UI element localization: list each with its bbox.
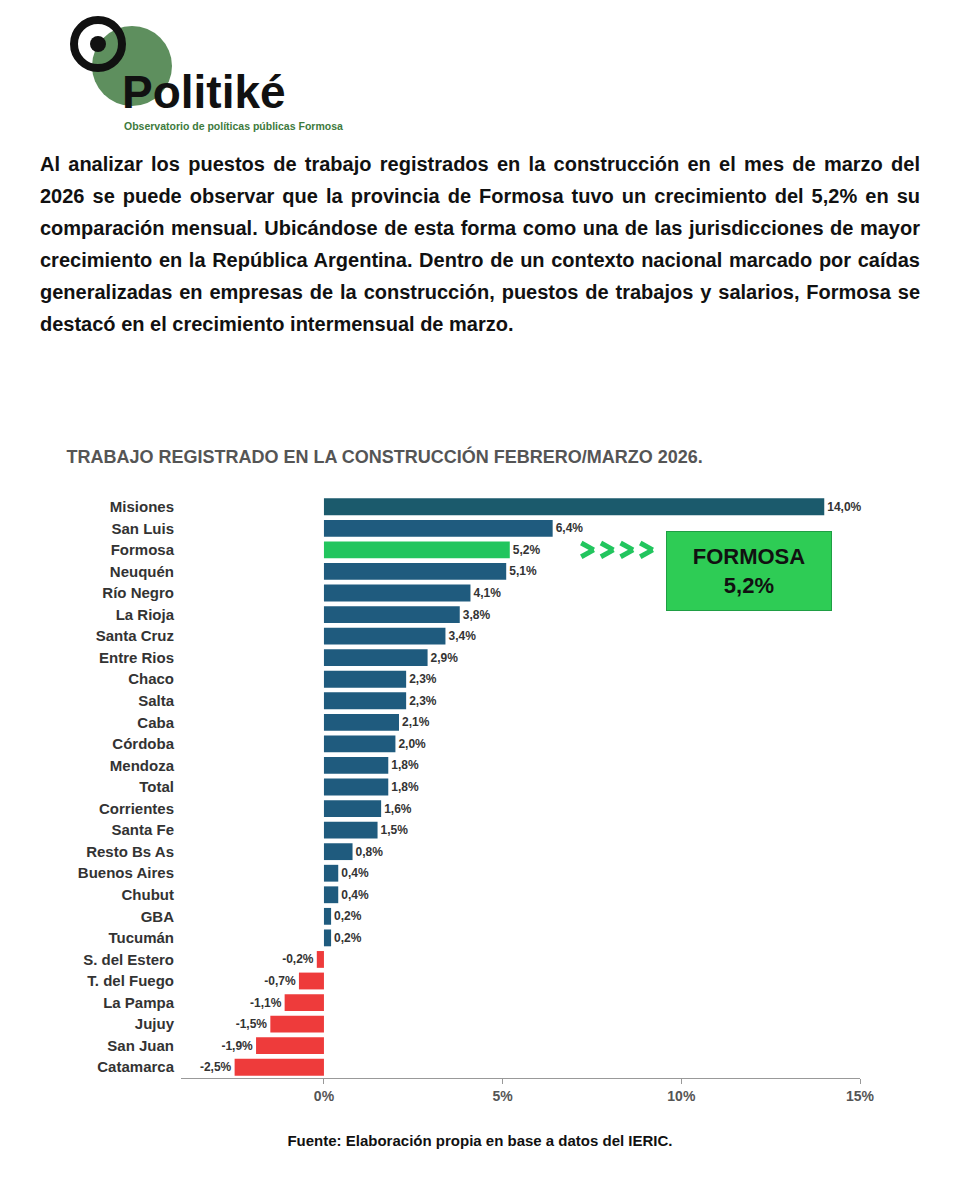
- svg-text:T. del Fuego: T. del Fuego: [87, 972, 174, 989]
- svg-text:TRABAJO REGISTRADO EN LA CONST: TRABAJO REGISTRADO EN LA CONSTRUCCIÓN FE…: [66, 446, 702, 467]
- svg-text:2,3%: 2,3%: [409, 694, 437, 708]
- svg-text:Formosa: Formosa: [111, 541, 175, 558]
- svg-text:14,0%: 14,0%: [827, 500, 861, 514]
- svg-text:3,8%: 3,8%: [463, 608, 491, 622]
- svg-text:Resto Bs As: Resto Bs As: [86, 843, 174, 860]
- svg-text:Mendoza: Mendoza: [110, 757, 175, 774]
- svg-text:0,8%: 0,8%: [356, 845, 384, 859]
- svg-text:San Luis: San Luis: [111, 520, 174, 537]
- svg-text:0,2%: 0,2%: [334, 931, 362, 945]
- svg-text:15%: 15%: [846, 1088, 875, 1104]
- svg-text:-1,5%: -1,5%: [236, 1017, 268, 1031]
- svg-text:1,6%: 1,6%: [384, 802, 412, 816]
- svg-text:Entre Rios: Entre Rios: [99, 649, 174, 666]
- svg-text:2,9%: 2,9%: [431, 651, 459, 665]
- svg-text:Jujuy: Jujuy: [135, 1015, 175, 1032]
- svg-text:-2,5%: -2,5%: [200, 1060, 232, 1074]
- svg-text:Misiones: Misiones: [110, 498, 174, 515]
- svg-text:San Juan: San Juan: [107, 1037, 174, 1054]
- svg-text:Catamarca: Catamarca: [97, 1058, 174, 1075]
- svg-text:0%: 0%: [314, 1088, 335, 1104]
- svg-text:3,4%: 3,4%: [448, 629, 476, 643]
- svg-text:Chaco: Chaco: [128, 670, 174, 687]
- svg-text:4,1%: 4,1%: [473, 586, 501, 600]
- html-text:Al analizar los puestos de tra: Al analizar los puestos de trabajo regis…: [40, 153, 920, 335]
- svg-text:2,1%: 2,1%: [402, 715, 430, 729]
- svg-text:Neuquén: Neuquén: [110, 563, 174, 580]
- svg-text:-1,1%: -1,1%: [250, 996, 282, 1010]
- svg-text:2,3%: 2,3%: [409, 672, 437, 686]
- svg-text:Total: Total: [139, 778, 174, 795]
- svg-text:6,4%: 6,4%: [556, 521, 584, 535]
- svg-text:-0,2%: -0,2%: [282, 952, 314, 966]
- svg-text:Corrientes: Corrientes: [99, 800, 174, 817]
- html-text:Fuente: Elaboración propia en: Fuente: Elaboración propia en base a dat…: [287, 1132, 673, 1149]
- svg-text:1,8%: 1,8%: [391, 780, 419, 794]
- svg-text:Río Negro: Río Negro: [102, 584, 174, 601]
- svg-text:1,5%: 1,5%: [381, 823, 409, 837]
- svg-text:GBA: GBA: [141, 908, 175, 925]
- svg-text:Buenos Aires: Buenos Aires: [78, 864, 174, 881]
- svg-text:2,0%: 2,0%: [398, 737, 426, 751]
- svg-text:-0,7%: -0,7%: [264, 974, 296, 988]
- svg-text:Santa Fe: Santa Fe: [111, 821, 174, 838]
- svg-text:Chubut: Chubut: [122, 886, 174, 903]
- svg-text:S. del Estero: S. del Estero: [83, 951, 174, 968]
- svg-text:5,2%: 5,2%: [513, 543, 541, 557]
- svg-text:Observatorio de políticas públ: Observatorio de políticas públicas Formo…: [124, 120, 343, 132]
- svg-text:Salta: Salta: [138, 692, 175, 709]
- svg-text:0,4%: 0,4%: [341, 866, 369, 880]
- svg-text:Tucumán: Tucumán: [108, 929, 174, 946]
- svg-text:Santa Cruz: Santa Cruz: [96, 627, 174, 644]
- svg-text:La Rioja: La Rioja: [116, 606, 175, 623]
- svg-text:0,4%: 0,4%: [341, 888, 369, 902]
- svg-text:10%: 10%: [667, 1088, 696, 1104]
- svg-text:1,8%: 1,8%: [391, 758, 419, 772]
- svg-text:La Pampa: La Pampa: [103, 994, 175, 1011]
- svg-text:Politiké: Politiké: [122, 66, 286, 118]
- svg-text:-1,9%: -1,9%: [221, 1039, 253, 1053]
- svg-text:0,2%: 0,2%: [334, 909, 362, 923]
- svg-text:5,1%: 5,1%: [509, 564, 537, 578]
- svg-text:5%: 5%: [493, 1088, 514, 1104]
- svg-text:Caba: Caba: [137, 714, 174, 731]
- svg-text:FORMOSA5,2%: FORMOSA5,2%: [693, 544, 806, 598]
- svg-text:Córdoba: Córdoba: [112, 735, 174, 752]
